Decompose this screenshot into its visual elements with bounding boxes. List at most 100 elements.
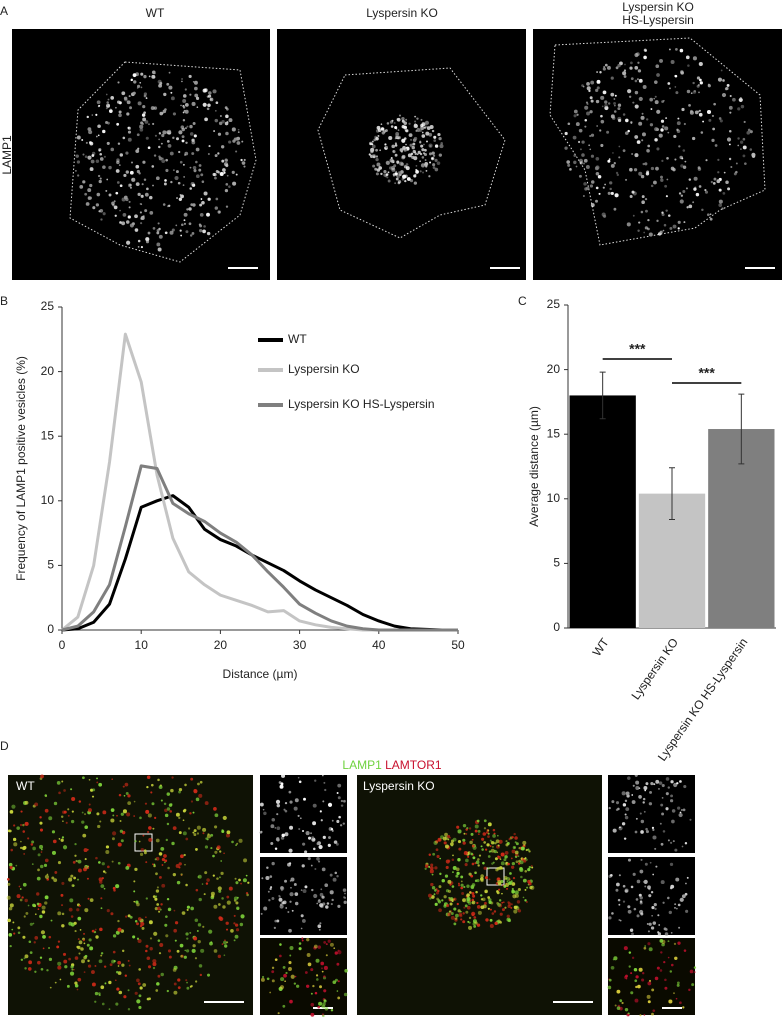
punctum <box>271 970 275 974</box>
y-axis-label: Frequency of LAMP1 positive vesicles (%) <box>14 356 28 581</box>
punctum <box>222 905 226 909</box>
punctum <box>638 787 641 789</box>
punctum <box>447 912 451 917</box>
punctum <box>271 817 276 822</box>
punctum <box>210 847 213 850</box>
punctum <box>233 922 236 925</box>
punctum <box>511 889 516 894</box>
punctum <box>158 952 162 955</box>
punctum <box>134 840 137 843</box>
punctum <box>660 951 663 954</box>
punctum <box>97 824 101 829</box>
punctum <box>437 889 440 893</box>
punctum <box>329 942 334 947</box>
punctum <box>340 799 344 803</box>
punctum <box>623 69 627 72</box>
punctum <box>89 898 94 902</box>
punctum <box>646 923 649 925</box>
punctum <box>697 83 700 86</box>
punctum <box>718 203 723 207</box>
punctum <box>108 1008 111 1011</box>
punctum <box>391 167 396 172</box>
punctum <box>333 840 338 844</box>
punctum <box>457 884 461 887</box>
punctum <box>310 1012 315 1017</box>
punctum <box>152 184 154 187</box>
punctum <box>275 799 281 804</box>
punctum <box>212 874 215 877</box>
punctum <box>74 854 77 857</box>
punctum <box>672 168 676 172</box>
punctum <box>440 142 443 145</box>
punctum <box>374 167 378 171</box>
punctum <box>590 80 595 85</box>
punctum <box>513 909 518 914</box>
punctum <box>22 935 26 939</box>
punctum <box>728 105 733 110</box>
punctum <box>696 76 701 80</box>
punctum <box>375 148 378 152</box>
punctum <box>524 857 527 860</box>
punctum <box>33 941 36 944</box>
punctum <box>271 966 275 970</box>
punctum <box>666 178 669 181</box>
punctum <box>456 825 460 829</box>
punctum <box>167 866 170 870</box>
punctum <box>413 136 418 141</box>
punctum <box>512 845 517 850</box>
punctum <box>214 825 218 829</box>
punctum <box>199 780 203 784</box>
punctum <box>156 886 159 889</box>
punctum <box>191 140 196 145</box>
punctum <box>505 861 508 865</box>
punctum <box>674 907 676 909</box>
punctum <box>259 802 264 807</box>
punctum <box>181 223 184 227</box>
punctum <box>138 840 141 843</box>
punctum <box>573 154 577 158</box>
punctum <box>338 815 341 819</box>
punctum <box>184 154 186 156</box>
punctum <box>275 837 280 842</box>
punctum <box>573 109 578 114</box>
punctum <box>94 991 99 996</box>
punctum <box>530 885 535 890</box>
punctum <box>634 979 638 983</box>
punctum <box>699 81 703 85</box>
punctum <box>402 174 407 179</box>
punctum <box>167 129 172 134</box>
punctum <box>428 132 433 137</box>
punctum <box>646 148 650 153</box>
punctum <box>637 69 642 73</box>
punctum <box>98 179 102 184</box>
punctum <box>91 970 95 974</box>
punctum <box>186 908 189 911</box>
punctum <box>729 111 732 114</box>
punctum <box>682 190 686 194</box>
punctum <box>153 71 156 75</box>
punctum <box>515 842 519 846</box>
punctum <box>680 164 684 168</box>
punctum <box>471 892 475 895</box>
punctum <box>674 74 677 78</box>
punctum <box>638 221 641 224</box>
punctum <box>65 821 68 824</box>
punctum <box>647 227 650 231</box>
punctum <box>625 791 630 796</box>
punctum <box>100 952 104 955</box>
punctum <box>200 948 205 953</box>
punctum <box>627 776 631 780</box>
punctum <box>201 180 205 183</box>
punctum <box>133 900 136 903</box>
punctum <box>122 785 125 788</box>
punctum <box>698 61 703 67</box>
punctum <box>420 118 423 121</box>
punctum <box>34 913 37 916</box>
punctum <box>638 171 643 176</box>
punctum <box>498 899 502 902</box>
punctum <box>429 866 434 870</box>
punctum <box>130 186 132 189</box>
punctum <box>87 964 92 968</box>
punctum <box>466 896 471 902</box>
punctum <box>336 792 339 794</box>
